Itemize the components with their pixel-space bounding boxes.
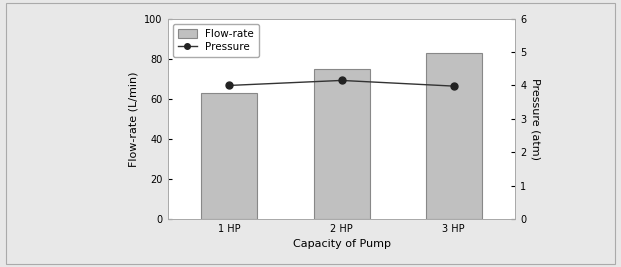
Bar: [425, 53, 482, 219]
Y-axis label: Flow-rate (L/min): Flow-rate (L/min): [129, 71, 139, 167]
Y-axis label: Pressure (atm): Pressure (atm): [530, 78, 540, 160]
Legend: Flow-rate, Pressure: Flow-rate, Pressure: [173, 24, 259, 57]
Bar: [314, 69, 369, 219]
X-axis label: Capacity of Pump: Capacity of Pump: [292, 239, 391, 249]
Bar: [201, 93, 258, 219]
